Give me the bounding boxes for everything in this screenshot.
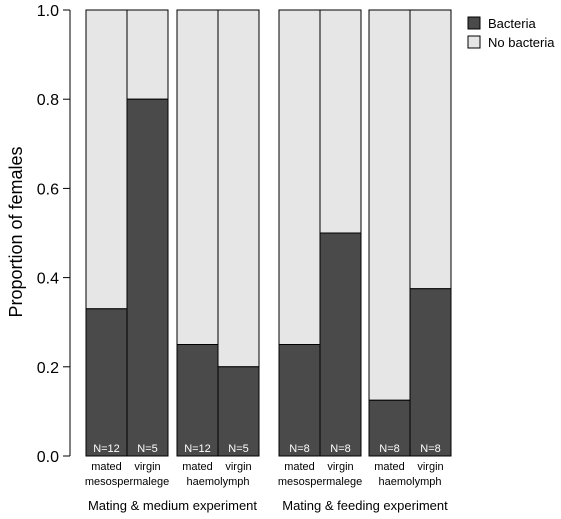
y-tick-label: 1.0 — [37, 3, 59, 20]
y-axis-label: Proportion of females — [6, 146, 26, 317]
experiment-label: Mating & medium experiment — [88, 498, 257, 513]
x-axis-labels: mated virgin mated virgin mated virgin mated vi… — [85, 461, 448, 513]
bar-no-bacteria — [368, 9, 411, 401]
bar-no-bacteria — [85, 9, 128, 310]
bar-no-bacteria — [319, 9, 362, 234]
bar-bacteria — [278, 344, 321, 457]
mating-label: mated — [182, 461, 213, 473]
mating-label: mated — [91, 461, 122, 473]
sample-size-label: N=8 — [330, 443, 351, 455]
bar-bacteria — [176, 344, 219, 457]
legend-swatch — [467, 16, 481, 30]
sample-size-label: N=5 — [228, 443, 249, 455]
mating-label: mated — [284, 461, 315, 473]
tissue-label: mesospermalege — [278, 476, 362, 488]
sample-size-label: N=12 — [184, 443, 211, 455]
y-tick-label: 0.4 — [37, 271, 59, 288]
y-tick-label: 0.0 — [37, 449, 59, 466]
tissue-label: haemolymph — [379, 476, 442, 488]
bar-no-bacteria — [176, 9, 219, 345]
bar-bacteria — [217, 366, 260, 457]
sample-size-label: N=12 — [93, 443, 120, 455]
bar-bacteria — [126, 98, 169, 457]
legend-entry-label: Bacteria — [488, 16, 536, 31]
legend: Bacteria No bacteria — [467, 16, 555, 50]
y-tick-label: 0.8 — [37, 92, 59, 109]
bars-group: N=12 N=5 N=12 N=5 N=8 N=8 N=8 N=8 — [85, 9, 452, 457]
bar-no-bacteria — [278, 9, 321, 345]
bar-bacteria — [319, 232, 362, 457]
mating-label: virgin — [134, 461, 160, 473]
legend-swatch — [467, 35, 481, 49]
mating-label: virgin — [327, 461, 353, 473]
bar-bacteria — [85, 308, 128, 457]
mating-label: mated — [374, 461, 405, 473]
sample-size-label: N=8 — [420, 443, 441, 455]
bar-bacteria — [409, 288, 452, 457]
mating-label: virgin — [225, 461, 251, 473]
mating-label: virgin — [417, 461, 443, 473]
bar-no-bacteria — [126, 9, 169, 100]
sample-size-label: N=8 — [289, 443, 310, 455]
experiment-label: Mating & feeding experiment — [282, 498, 448, 513]
bar-no-bacteria — [217, 9, 260, 368]
tissue-label: haemolymph — [187, 476, 250, 488]
y-axis: 0.0 0.2 0.4 0.6 0.8 1.0 — [37, 3, 71, 466]
y-tick-label: 0.6 — [37, 181, 59, 198]
legend-entry-label: No bacteria — [488, 35, 555, 50]
bar-no-bacteria — [409, 9, 452, 290]
y-tick-label: 0.2 — [37, 360, 59, 377]
tissue-label: mesospermalege — [85, 476, 169, 488]
bar-bacteria — [368, 399, 411, 457]
sample-size-label: N=8 — [379, 443, 400, 455]
sample-size-label: N=5 — [137, 443, 158, 455]
